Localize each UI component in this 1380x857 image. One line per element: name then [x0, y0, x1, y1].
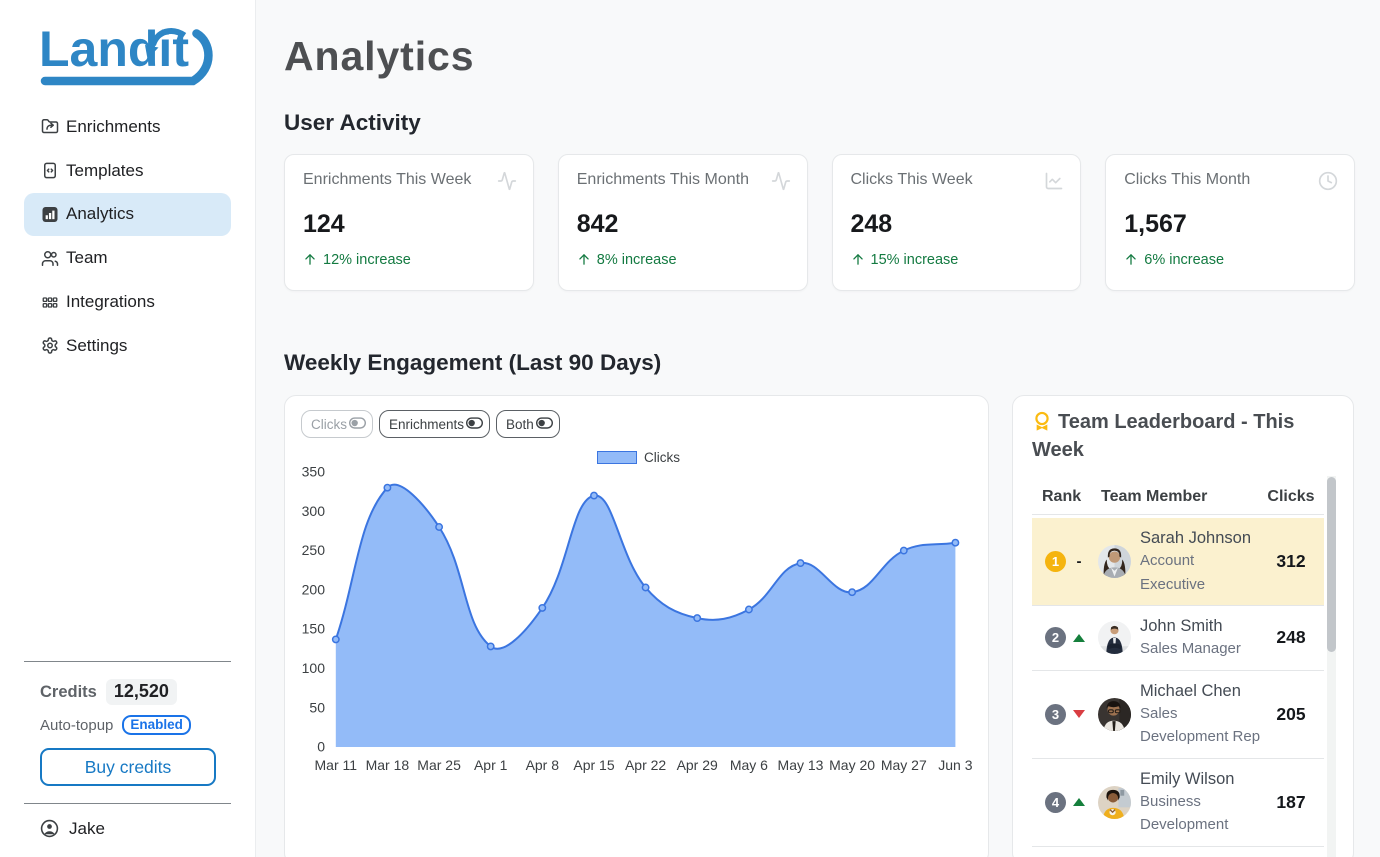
svg-text:250: 250 [302, 542, 326, 558]
svg-text:Apr 29: Apr 29 [677, 757, 718, 773]
svg-text:Apr 22: Apr 22 [625, 757, 666, 773]
svg-text:Apr 8: Apr 8 [526, 757, 560, 773]
svg-text:May 13: May 13 [778, 757, 824, 773]
svg-text:May 27: May 27 [881, 757, 927, 773]
svg-text:Apr 15: Apr 15 [573, 757, 614, 773]
svg-text:150: 150 [302, 621, 326, 637]
svg-text:100: 100 [302, 660, 326, 676]
svg-text:May 20: May 20 [829, 757, 875, 773]
svg-text:Mar 11: Mar 11 [315, 757, 358, 773]
svg-text:50: 50 [309, 699, 325, 715]
svg-text:Mar 18: Mar 18 [366, 757, 410, 773]
svg-text:300: 300 [302, 503, 326, 519]
svg-text:Jun 3: Jun 3 [938, 757, 972, 773]
svg-text:200: 200 [302, 581, 326, 597]
svg-text:0: 0 [317, 739, 325, 755]
svg-text:Apr 1: Apr 1 [474, 757, 508, 773]
svg-text:350: 350 [302, 464, 326, 480]
svg-text:May 6: May 6 [730, 757, 768, 773]
svg-text:Mar 25: Mar 25 [417, 757, 461, 773]
